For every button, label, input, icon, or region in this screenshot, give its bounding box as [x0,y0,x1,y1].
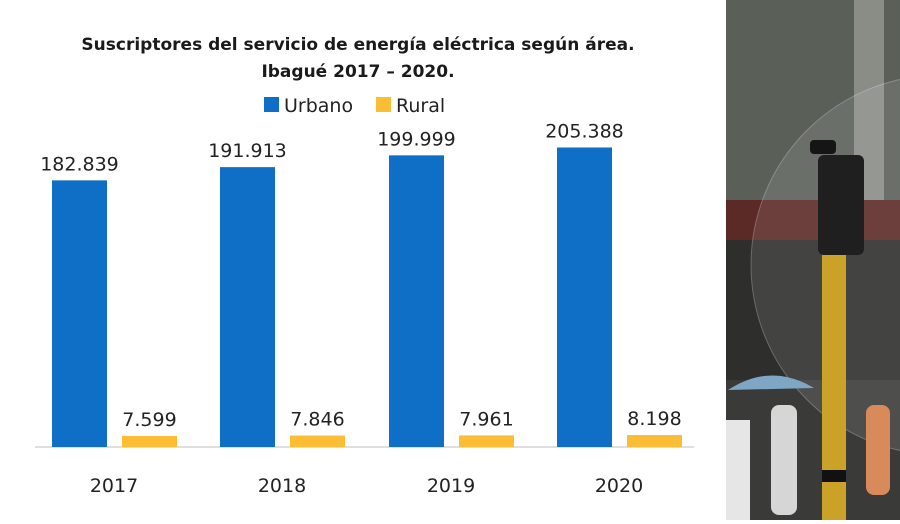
chart-title-line-1: Suscriptores del servicio de energía elé… [81,35,634,55]
value-label-urbano-2018: 191.913 [208,140,287,162]
value-label-rural-2017: 7.599 [122,409,176,431]
legend-label-rural: Rural [396,95,445,117]
bar-chart: Suscriptores del servicio de energía elé… [35,35,694,497]
chart-title-line-2: Ibagué 2017 – 2020. [261,62,454,82]
bar-rural-2020 [627,435,682,447]
x-tick-label-2020: 2020 [595,475,643,497]
street-photo-icon [726,0,900,520]
bar-rural-2017 [122,435,177,447]
x-tick-label-2019: 2019 [427,475,475,497]
bar-rural-2019 [459,435,514,447]
bar-urbano-2018 [220,167,275,447]
legend-swatch-urbano [264,97,279,112]
value-label-urbano-2017: 182.839 [40,153,119,175]
bar-urbano-2020 [557,147,612,447]
bar-rural-2018 [290,435,345,447]
street-photo-panel [726,0,900,520]
bar-urbano-2017 [52,180,107,447]
legend-label-urbano: Urbano [284,95,353,117]
value-label-urbano-2020: 205.388 [545,120,624,142]
value-label-rural-2020: 8.198 [627,408,681,430]
legend-swatch-rural [376,97,391,112]
value-label-rural-2018: 7.846 [290,409,344,431]
value-label-rural-2019: 7.961 [459,408,513,430]
x-tick-label-2018: 2018 [258,475,306,497]
chart-panel: Suscriptores del servicio de energía elé… [35,35,694,497]
bar-urbano-2019 [389,155,444,448]
bars-layer: 182.839 7.599 2017 191.913 7.846 2018 199.999 7… [40,120,682,497]
value-label-urbano-2019: 199.999 [377,128,456,150]
x-tick-label-2017: 2017 [90,475,138,497]
legend: Urbano Rural [264,95,445,117]
